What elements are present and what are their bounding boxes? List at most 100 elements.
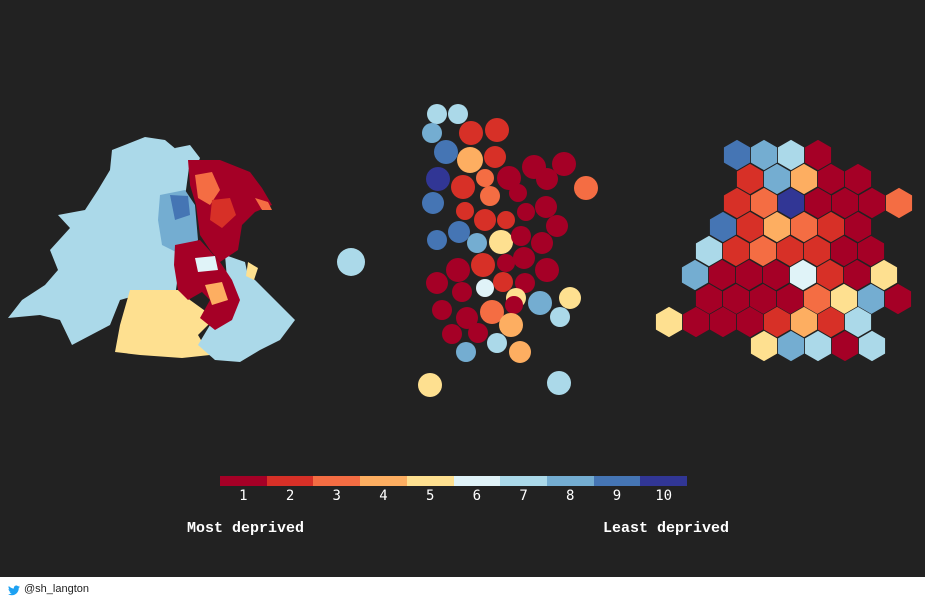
legend-swatch-6 — [453, 476, 501, 486]
dorling-circle — [546, 215, 568, 237]
legend-tick: 6 — [472, 488, 482, 504]
dorling-circle — [448, 104, 468, 124]
dorling-circle — [422, 123, 442, 143]
dorling-circle — [480, 186, 500, 206]
legend-tick: 4 — [379, 488, 388, 504]
legend-tick: 9 — [612, 488, 622, 504]
dorling-circle — [457, 147, 483, 173]
legend-tick: 10 — [655, 488, 673, 504]
region-east-yellow — [246, 262, 258, 280]
dorling-circle — [485, 118, 509, 142]
legend-tick: 2 — [285, 488, 295, 504]
dorling-circle — [515, 273, 535, 293]
dorling-circle — [517, 203, 535, 221]
geographic-map — [8, 137, 295, 362]
dorling-circle — [456, 307, 478, 329]
dorling-circle — [427, 230, 447, 250]
hex-cell — [858, 330, 886, 362]
legend-swatch-9 — [593, 476, 641, 486]
dorling-circle — [489, 230, 513, 254]
map-graphics — [8, 104, 913, 397]
region-southeast-blue — [198, 270, 295, 362]
hex-cell — [655, 306, 683, 338]
dorling-circle — [474, 209, 496, 231]
dorling-circle — [513, 247, 535, 269]
dorling-circle — [484, 146, 506, 168]
dorling-circle — [337, 248, 365, 276]
hex-cell — [884, 283, 912, 315]
hex-cell — [885, 187, 913, 219]
legend-tick: 8 — [566, 488, 575, 504]
dorling-circle — [426, 272, 448, 294]
region-coast-orange — [255, 198, 272, 210]
dorling-circle — [497, 211, 515, 229]
hex-cell — [844, 163, 872, 195]
dorling-circle — [535, 196, 557, 218]
dorling-circle — [550, 307, 570, 327]
dorling-circle — [456, 342, 476, 362]
hex-cell — [804, 139, 832, 171]
dorling-circle — [505, 296, 523, 314]
dorling-circle — [552, 152, 576, 176]
region-inner-orange — [195, 172, 220, 205]
region-south-orange — [205, 282, 228, 305]
legend-swatch-1 — [220, 476, 267, 486]
dorling-circle — [574, 176, 598, 200]
dorling-cartogram — [337, 104, 598, 397]
dorling-circle — [528, 291, 552, 315]
legend-tick: 5 — [425, 488, 435, 504]
legend-swatch-5 — [406, 476, 454, 486]
map-panel: 1 2 3 4 5 6 7 8 9 10 Most deprived Least… — [0, 0, 925, 577]
legend-low-label: Most deprived — [187, 520, 305, 537]
legend-high-label: Least deprived — [603, 520, 730, 537]
hex-cell — [844, 306, 872, 338]
legend-tick-labels: 1 2 3 4 5 6 7 8 9 10 — [220, 488, 687, 504]
author-handle: @sh_langton — [24, 583, 89, 595]
legend-tick: 1 — [239, 488, 248, 504]
dorling-circle — [497, 254, 515, 272]
dorling-circle — [536, 168, 558, 190]
legend-swatch-7 — [500, 476, 547, 486]
dorling-circle — [511, 226, 531, 246]
dorling-circle — [459, 121, 483, 145]
dorling-circle — [418, 373, 442, 397]
dorling-circle — [487, 333, 507, 353]
dorling-circle — [559, 287, 581, 309]
legend-tick: 7 — [519, 488, 528, 504]
dorling-circle — [535, 258, 559, 282]
dorling-circle — [456, 202, 474, 220]
legend-swatch-2 — [266, 476, 314, 486]
dorling-circle — [442, 324, 462, 344]
region-south-pale — [195, 256, 218, 272]
dorling-circle — [480, 300, 504, 324]
dorling-circle — [451, 175, 475, 199]
legend-swatch-10 — [640, 476, 688, 486]
dorling-circle — [434, 140, 458, 164]
region-inner-red2 — [210, 198, 236, 228]
dorling-circle — [467, 233, 487, 253]
legend-swatch-4 — [360, 476, 407, 486]
dorling-circle — [448, 221, 470, 243]
dorling-circle — [427, 104, 447, 124]
legend-swatch-3 — [313, 476, 361, 486]
dorling-circle — [531, 232, 553, 254]
dorling-circle — [509, 184, 527, 202]
legend-swatch-8 — [546, 476, 594, 486]
dorling-circle — [426, 167, 450, 191]
region-south-yellow — [115, 290, 215, 358]
dorling-circle — [509, 341, 531, 363]
dorling-circle — [468, 323, 488, 343]
legend-tick: 3 — [332, 488, 341, 504]
footer — [0, 577, 925, 605]
dorling-circle — [476, 279, 494, 297]
hex-cell — [870, 259, 898, 291]
dorling-circle — [432, 300, 452, 320]
dorling-circle — [499, 313, 523, 337]
legend-color-scale — [220, 476, 688, 486]
dorling-circle — [452, 282, 472, 302]
dorling-circle — [493, 272, 513, 292]
dorling-circle — [476, 169, 494, 187]
dorling-circle — [422, 192, 444, 214]
region-central-navy — [170, 195, 190, 220]
twitter-icon — [8, 585, 20, 596]
